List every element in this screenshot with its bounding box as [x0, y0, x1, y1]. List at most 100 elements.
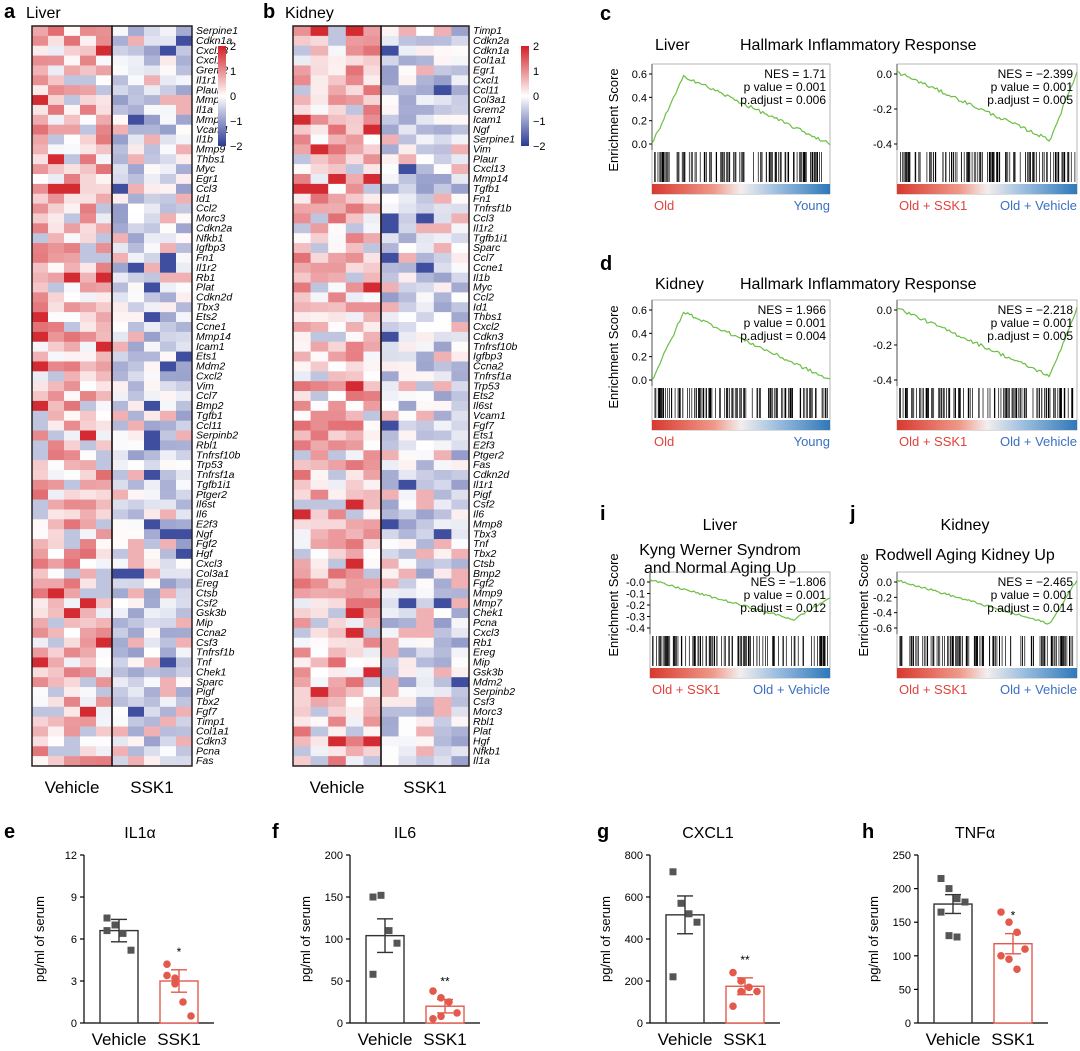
heatmap-cell — [144, 400, 161, 412]
heatmap-cell — [64, 95, 81, 106]
gene-label: Ccl2 — [473, 291, 494, 303]
heatmap-cell — [176, 736, 193, 747]
heatmap-cell — [176, 223, 193, 234]
heatmap-cell — [381, 193, 399, 204]
heatmap-cell — [64, 341, 81, 352]
gene-label: Il1r2 — [196, 262, 217, 274]
heatmap-cell — [176, 114, 193, 125]
heatmap-cell — [398, 696, 417, 708]
gene-label: Icam1 — [473, 114, 502, 126]
heatmap-cell — [363, 598, 382, 609]
heatmap-cell — [96, 381, 113, 392]
heatmap-cell — [363, 410, 382, 421]
heatmap-cell — [345, 410, 364, 421]
data-point — [693, 918, 701, 926]
heatmap-cell — [32, 371, 49, 382]
heatmap-cell — [112, 391, 129, 402]
heatmap-cell — [48, 302, 65, 313]
heatmap-cell — [176, 233, 193, 244]
heatmap-cell — [433, 420, 452, 431]
heatmap-cell — [32, 114, 49, 125]
heatmap-cell — [363, 657, 382, 668]
heatmap-cell — [345, 687, 364, 698]
heatmap-cell — [416, 164, 435, 175]
heatmap-cell — [310, 529, 329, 540]
heatmap-cell — [144, 223, 161, 234]
y-tick-label: 0 — [71, 1018, 77, 1030]
heatmap-cell — [310, 223, 329, 234]
heatmap-cell — [398, 400, 417, 412]
heatmap-cell — [451, 26, 470, 37]
heatmap-cell — [160, 193, 177, 204]
heatmap-cell — [328, 213, 347, 224]
gsea-geneset-title: Rodwell Aging Kidney Up — [875, 547, 1055, 564]
heatmap-cell — [433, 154, 452, 165]
heatmap-cell — [32, 391, 49, 402]
heatmap-cell — [381, 568, 399, 579]
data-point — [953, 933, 961, 941]
pvalue-text: p value = 0.001 — [744, 588, 827, 602]
heatmap-cell — [128, 312, 145, 323]
heatmap-cell — [32, 410, 49, 421]
heatmap-cell — [381, 647, 399, 658]
gene-label: Fas — [196, 755, 214, 767]
heatmap-cell — [112, 489, 129, 500]
heatmap-cell — [451, 588, 470, 599]
heatmap-cell — [381, 746, 399, 757]
heatmap-cell — [451, 55, 470, 66]
heatmap-cell — [381, 519, 399, 530]
heatmap-cell — [128, 696, 145, 708]
rank-gradient-bar — [650, 668, 830, 678]
heatmap-cell — [96, 726, 113, 737]
heatmap-cell — [176, 726, 193, 737]
heatmap-cell — [80, 726, 97, 737]
heatmap-cell — [345, 292, 364, 303]
heatmap-cell — [328, 331, 347, 343]
heatmap-cell — [96, 26, 113, 37]
gene-label: Ccl11 — [473, 84, 499, 96]
heatmap-cell — [64, 410, 81, 421]
heatmap-cell — [128, 213, 145, 224]
heatmap-cell — [310, 243, 329, 254]
heatmap-cell — [32, 75, 49, 86]
data-point — [1021, 945, 1029, 953]
heatmap-cell — [128, 144, 145, 155]
heatmap-cell — [398, 302, 417, 313]
heatmap-cell — [310, 588, 329, 599]
heatmap-cell — [128, 134, 145, 145]
gene-label: Tbx3 — [473, 528, 497, 540]
heatmap-cell — [112, 608, 129, 619]
heatmap-cell — [80, 667, 97, 678]
heatmap-cell — [451, 400, 470, 412]
heatmap-cell — [112, 85, 129, 96]
heatmap-cell — [32, 627, 49, 639]
heatmap-cell — [80, 657, 97, 668]
heatmap-title-b: Kidney — [285, 5, 334, 22]
heatmap-cell — [328, 746, 347, 757]
heatmap-cell — [381, 509, 399, 520]
heatmap-cell — [293, 558, 311, 569]
group-left-label: Old + SSK1 — [899, 198, 967, 213]
gene-label: Sparc — [473, 242, 501, 254]
gene-label: Col3a1 — [196, 568, 229, 580]
heatmap-cell — [48, 479, 65, 491]
heatmap-cell — [176, 746, 193, 757]
heatmap-cell — [48, 746, 65, 757]
heatmap-cell — [293, 85, 311, 96]
heatmap-cell — [112, 578, 129, 589]
heatmap-cell — [433, 391, 452, 402]
gene-label: Mmp7 — [473, 597, 503, 609]
heatmap-cell — [328, 45, 347, 56]
heatmap-cell — [176, 243, 193, 254]
heatmap-cell — [64, 716, 81, 727]
heatmap-cell — [345, 726, 364, 737]
heatmap-cell — [310, 371, 329, 382]
heatmap-cell — [416, 322, 435, 333]
heatmap-cell — [32, 450, 49, 461]
heatmap-cell — [144, 687, 161, 698]
gene-label: Nfkb1 — [473, 745, 500, 757]
heatmap-cell — [398, 460, 417, 471]
heatmap-cell — [128, 430, 145, 441]
heatmap-cell — [398, 568, 417, 579]
heatmap-cell — [176, 430, 193, 441]
